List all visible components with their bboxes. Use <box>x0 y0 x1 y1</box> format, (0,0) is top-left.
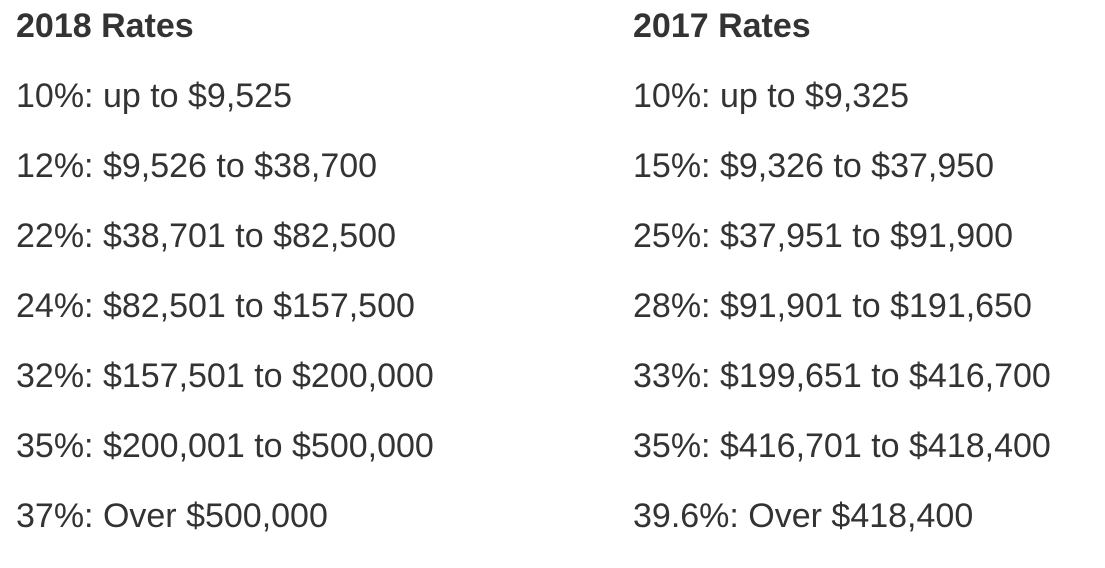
rate-2018-item: 12%: $9,526 to $38,700 <box>16 147 378 185</box>
rate-2017-item: 35%: $416,701 to $418,400 <box>633 427 1051 465</box>
rate-2017-item: 25%: $37,951 to $91,900 <box>633 217 1013 255</box>
rate-2018-item: 35%: $200,001 to $500,000 <box>16 427 434 465</box>
rates-2017-heading: 2017 Rates <box>633 7 811 45</box>
rate-2018-item: 10%: up to $9,525 <box>16 77 293 115</box>
rate-2018-item: 32%: $157,501 to $200,000 <box>16 357 434 395</box>
rate-2018-item: 37%: Over $500,000 <box>16 497 328 535</box>
rate-2017-item: 28%: $91,901 to $191,650 <box>633 287 1032 325</box>
rate-2017-item: 39.6%: Over $418,400 <box>633 497 974 535</box>
rates-2018-heading: 2018 Rates <box>16 7 194 45</box>
rate-2018-item: 22%: $38,701 to $82,500 <box>16 217 396 255</box>
rate-2017-item: 15%: $9,326 to $37,950 <box>633 147 995 185</box>
rate-2017-item: 33%: $199,651 to $416,700 <box>633 357 1051 395</box>
rate-2017-item: 10%: up to $9,325 <box>633 77 910 115</box>
rate-2018-item: 24%: $82,501 to $157,500 <box>16 287 415 325</box>
